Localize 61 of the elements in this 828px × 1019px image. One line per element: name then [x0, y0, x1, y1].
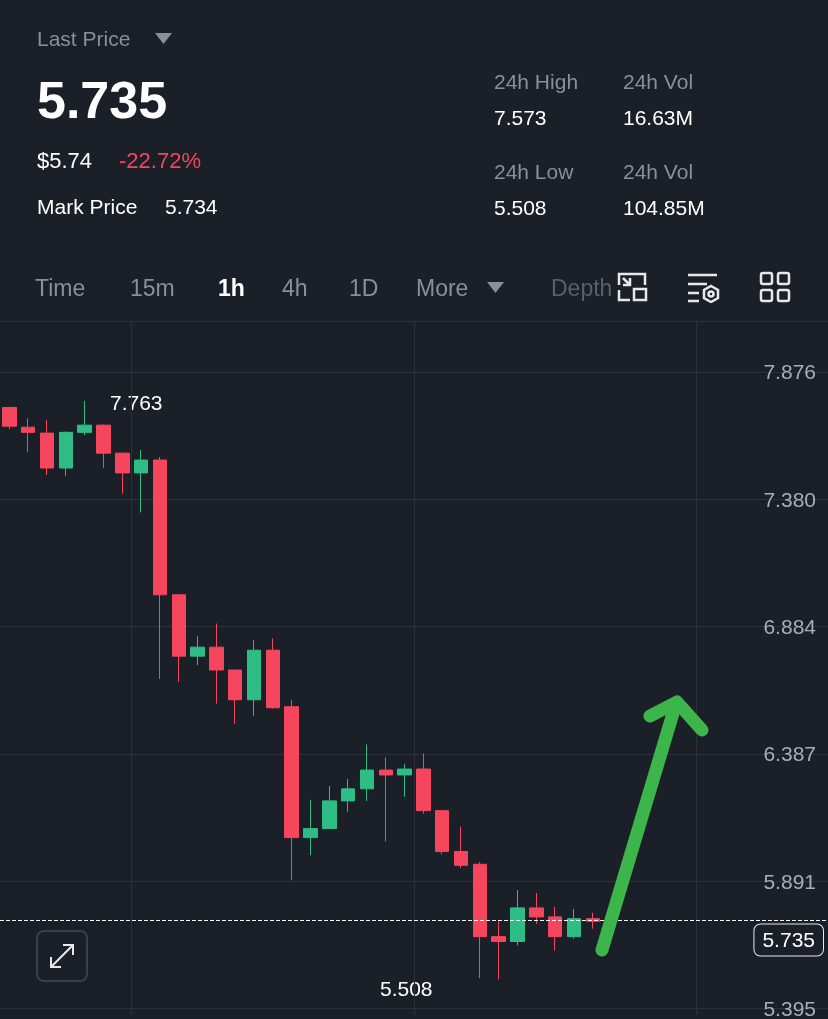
candlestick	[153, 456, 167, 680]
y-tick-label: 5.395	[763, 997, 816, 1019]
text: 24h High	[494, 70, 579, 93]
text: 104.85M	[623, 196, 705, 219]
candlestick	[21, 417, 35, 453]
candlestick	[454, 826, 468, 869]
text: -22.72%	[119, 148, 201, 173]
annotation: 5.508	[380, 977, 433, 1000]
text: 1h	[218, 275, 245, 301]
candlestick	[435, 810, 449, 855]
text: 5.735	[37, 71, 168, 129]
candlestick	[266, 637, 280, 710]
candlestick	[284, 699, 299, 881]
candlestick	[529, 892, 544, 925]
candlestick	[491, 920, 506, 980]
candlestick	[190, 635, 205, 666]
candlestick	[77, 400, 92, 436]
candlestick	[341, 778, 355, 813]
candlestick	[115, 452, 130, 495]
text: 16.63M	[623, 106, 694, 129]
candlestick	[134, 449, 148, 513]
text: 7.573	[494, 106, 547, 129]
y-tick-label: 6.387	[763, 742, 816, 766]
candlestick	[228, 669, 242, 725]
candlestick	[510, 889, 525, 946]
text: 5.508	[494, 196, 547, 219]
text: Last Price	[37, 27, 131, 50]
y-tick-label: 5.891	[763, 869, 816, 893]
candlestick	[397, 763, 412, 798]
text: More	[416, 275, 469, 301]
annotation: 7.763	[110, 391, 163, 414]
text: 24h Vol	[623, 70, 694, 93]
candlestick	[416, 752, 431, 815]
candlestick	[172, 594, 186, 683]
text: 5.734	[165, 195, 218, 218]
text: Time	[35, 275, 86, 301]
text: 1D	[349, 275, 379, 301]
text: 24h Vol	[623, 160, 694, 183]
ref-line-label: 5.735	[762, 928, 815, 952]
text: Depth	[551, 275, 613, 301]
text: 15m	[130, 275, 175, 301]
candlestick	[2, 406, 17, 430]
text: 4h	[282, 275, 308, 301]
candlestick	[322, 785, 337, 830]
y-tick-label: 6.884	[763, 614, 817, 638]
candlestick	[96, 423, 111, 469]
candlestick	[473, 861, 487, 979]
candlestick	[247, 639, 261, 717]
y-tick-label: 7.380	[763, 487, 816, 511]
candlestick	[209, 623, 224, 705]
candlestick	[567, 908, 581, 940]
text: 24h Low	[494, 160, 574, 183]
candlestick	[40, 419, 54, 476]
y-tick-label: 7.876	[763, 360, 816, 384]
candlestick	[360, 743, 374, 802]
text: $5.74	[37, 148, 93, 173]
candlestick	[379, 756, 393, 842]
candlestick	[548, 906, 562, 951]
candlestick	[303, 799, 318, 856]
candlestick	[59, 430, 73, 477]
text: Mark Price	[37, 195, 138, 218]
